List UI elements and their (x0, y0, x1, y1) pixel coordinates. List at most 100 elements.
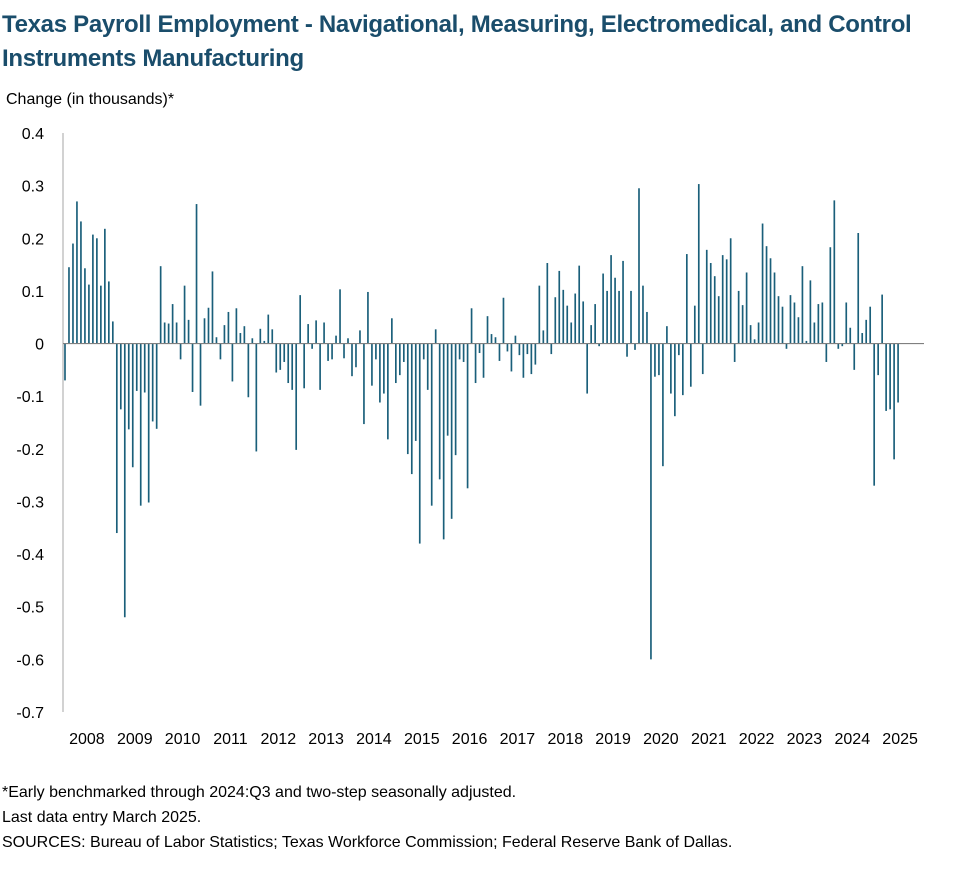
bar (414, 343, 417, 441)
bar (809, 280, 812, 344)
bar (123, 343, 126, 618)
bar (187, 319, 190, 344)
bar (897, 343, 899, 403)
bar (311, 343, 313, 349)
bar (271, 329, 274, 344)
bar (303, 343, 305, 389)
bar (602, 273, 604, 344)
bar (817, 304, 820, 344)
bar (865, 319, 868, 344)
bar (753, 339, 756, 344)
bar (446, 343, 449, 436)
bar (646, 311, 648, 344)
bar (693, 305, 696, 344)
bar (426, 343, 429, 390)
bar (530, 343, 533, 375)
bar (462, 343, 465, 362)
bar (371, 343, 373, 386)
bar (438, 343, 441, 480)
bar (805, 340, 808, 344)
y-tick-label: 0 (35, 337, 44, 354)
bar (666, 326, 668, 344)
bar (801, 266, 804, 344)
y-axis-label: Change (in thousands)* (6, 91, 175, 108)
bar (594, 304, 596, 344)
bar (108, 281, 110, 344)
bar (841, 343, 844, 347)
bar (789, 295, 792, 344)
bar (761, 223, 764, 344)
bar (363, 343, 365, 425)
bar (151, 343, 154, 422)
x-tick-label: 2019 (595, 731, 631, 748)
bar (383, 343, 385, 394)
x-tick-label: 2012 (261, 731, 297, 748)
bar (869, 306, 872, 344)
bar (622, 260, 624, 344)
bar (331, 343, 333, 360)
bar (713, 276, 716, 344)
bar (100, 285, 102, 344)
bar (642, 285, 644, 344)
bar (72, 243, 74, 344)
bar (211, 271, 214, 344)
bar (678, 343, 680, 356)
bar (781, 306, 784, 344)
bar (618, 290, 620, 344)
bar (355, 343, 357, 368)
bar (307, 324, 309, 344)
bar (717, 296, 720, 344)
bar (546, 263, 549, 344)
bar (418, 343, 421, 544)
x-tick-label: 2015 (404, 731, 440, 748)
bar (299, 295, 302, 344)
x-tick-label: 2009 (117, 731, 153, 748)
bar (450, 343, 453, 519)
bar (562, 289, 565, 344)
bar (614, 277, 616, 344)
bar (777, 296, 780, 344)
bar (275, 343, 278, 373)
x-tick-label: 2024 (835, 731, 871, 748)
bar-series (64, 184, 899, 660)
bar (566, 305, 569, 344)
bar (733, 343, 736, 362)
bar (538, 285, 541, 344)
bar (147, 343, 150, 503)
bar (785, 343, 788, 349)
x-tick-label: 2016 (452, 731, 488, 748)
bar (442, 343, 445, 540)
bar (674, 343, 676, 417)
bar (670, 343, 672, 394)
bar (279, 343, 282, 370)
bar (889, 343, 891, 410)
bar (243, 326, 246, 344)
bar (534, 343, 537, 365)
bar (351, 343, 353, 377)
bar (482, 343, 485, 378)
bar (191, 343, 194, 392)
y-tick-label: 0.4 (22, 126, 44, 143)
bar (295, 343, 298, 450)
bar (634, 343, 636, 350)
bar (486, 316, 489, 344)
x-tick-label: 2020 (643, 731, 679, 748)
bar (375, 343, 377, 360)
bar (139, 343, 142, 506)
bar (347, 338, 349, 344)
bar (179, 343, 182, 360)
x-tick-label: 2010 (165, 731, 201, 748)
bar (199, 343, 202, 406)
bar (367, 291, 369, 344)
x-tick-label: 2021 (691, 731, 727, 748)
bar (494, 337, 497, 344)
y-tick-label: -0.6 (16, 652, 44, 669)
y-tick-label: -0.1 (16, 389, 44, 406)
bar (590, 325, 592, 344)
bar (582, 301, 585, 344)
bar (749, 325, 752, 344)
bar (610, 255, 612, 344)
bar (183, 285, 186, 344)
bar (239, 333, 242, 344)
y-tick-label: 0.2 (22, 231, 44, 248)
